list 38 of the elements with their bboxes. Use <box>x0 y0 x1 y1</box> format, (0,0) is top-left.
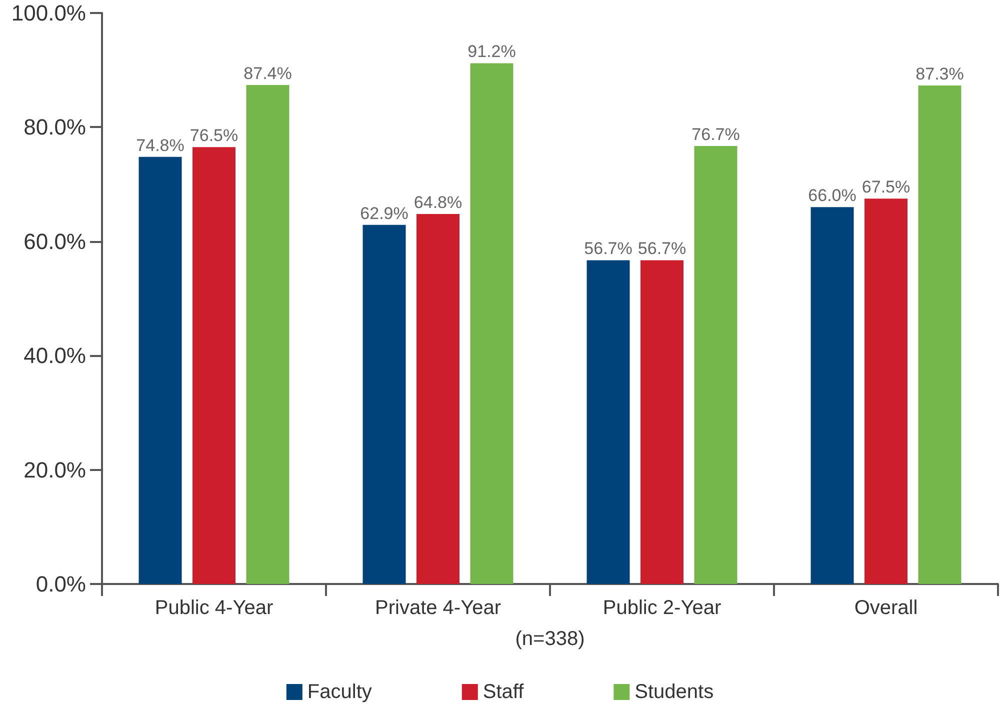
bar <box>640 260 684 584</box>
bar <box>694 146 738 584</box>
bar <box>362 224 406 584</box>
bar <box>470 63 514 584</box>
bar <box>192 147 236 584</box>
bar <box>864 198 908 584</box>
data-label: 87.3% <box>916 64 964 84</box>
bar <box>246 84 290 584</box>
bar <box>810 207 854 584</box>
data-label: 74.8% <box>136 136 184 155</box>
data-label: 87.4% <box>244 64 292 83</box>
x-tick-label: Overall <box>854 597 918 619</box>
x-tick-label: Public 4-Year <box>154 597 274 619</box>
data-label: 76.7% <box>692 125 740 144</box>
y-tick-label: 20.0% <box>24 457 86 482</box>
x-axis-title: (n=338) <box>515 628 585 650</box>
x-tick-label: Public 2-Year <box>602 597 722 619</box>
legend-label: Students <box>634 681 714 703</box>
data-label: 56.7% <box>638 239 686 258</box>
legend-label: Staff <box>482 681 524 703</box>
data-label: 76.5% <box>190 126 238 146</box>
data-label: 66.0% <box>808 186 856 206</box>
data-label: 62.9% <box>360 204 408 223</box>
data-label: 64.8% <box>414 192 462 212</box>
bar <box>586 260 630 584</box>
y-tick-label: 0.0% <box>36 572 86 596</box>
y-tick-label: 100.0% <box>11 0 86 26</box>
x-tick-label: Private 4-Year <box>375 597 502 619</box>
data-label: 56.7% <box>584 239 632 258</box>
bar <box>416 214 460 584</box>
y-tick-label: 40.0% <box>24 343 86 368</box>
y-tick-label: 80.0% <box>24 114 86 140</box>
y-tick-label: 60.0% <box>24 228 86 254</box>
data-label: 67.5% <box>862 178 910 197</box>
bar <box>138 156 182 584</box>
bar <box>918 86 962 584</box>
data-label: 91.2% <box>468 42 516 62</box>
legend-label: Faculty <box>307 681 372 703</box>
